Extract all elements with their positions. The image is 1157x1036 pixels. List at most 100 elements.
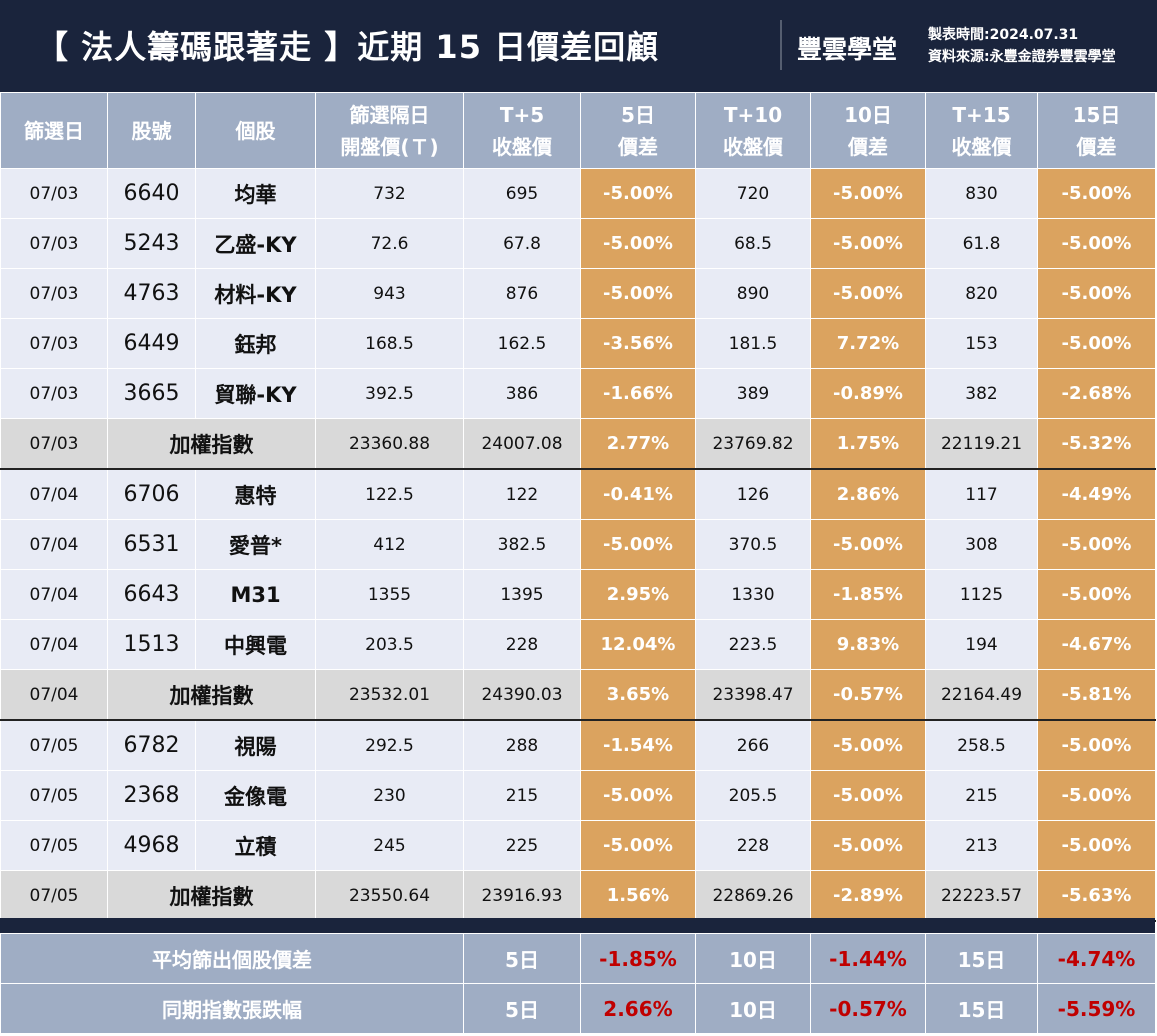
cell: 07/03 — [0, 218, 108, 269]
cell: 695 — [463, 168, 581, 219]
cell: 1.56% — [580, 870, 696, 922]
index-row: 07/04 加權指數 23532.01 24390.03 3.65% 23398.47 -0… — [0, 669, 1156, 721]
cell: 153 — [925, 318, 1038, 369]
column-header: T+10 收盤價 — [695, 92, 811, 169]
cell: 3.65% — [580, 669, 696, 721]
cell: -0.57% — [810, 669, 926, 721]
cell: 1513 — [107, 619, 196, 670]
column-header: 篩選隔日 開盤價(Ｔ) — [315, 92, 464, 169]
column-header: T+5 收盤價 — [463, 92, 581, 169]
cell: 金像電 — [195, 770, 316, 821]
table-row: 07/03 6640 均華 732 695 -5.00% 720 -5.00% 830 -5.00… — [0, 168, 1156, 219]
cell: -5.00% — [1037, 519, 1156, 570]
cell: -5.00% — [810, 519, 926, 570]
cell: 5243 — [107, 218, 196, 269]
cell: 07/03 — [0, 318, 108, 369]
cell: 1355 — [315, 569, 464, 620]
cell: 3665 — [107, 368, 196, 419]
cell: 876 — [463, 268, 581, 319]
cell: -5.32% — [1037, 418, 1156, 470]
summary-cell: -1.44% — [810, 933, 926, 984]
cell: -1.54% — [580, 719, 696, 771]
index-row: 07/05 加權指數 23550.64 23916.93 1.56% 22869.26 -2… — [0, 870, 1156, 922]
cell: 9.83% — [810, 619, 926, 670]
column-header: 15日 價差 — [1037, 92, 1156, 169]
cell: 07/03 — [0, 268, 108, 319]
table-row: 07/05 6782 視陽 292.5 288 -1.54% 266 -5.00% 258.5-… — [0, 719, 1156, 771]
cell: 223.5 — [695, 619, 811, 670]
cell: 228 — [695, 820, 811, 871]
column-header: T+15 收盤價 — [925, 92, 1038, 169]
column-header: 篩選日 — [0, 92, 108, 169]
cell: -4.67% — [1037, 619, 1156, 670]
cell: 203.5 — [315, 619, 464, 670]
cell: 立積 — [195, 820, 316, 871]
index-row: 07/03 加權指數 23360.88 24007.08 2.77% 23769.82 1.… — [0, 418, 1156, 470]
cell: -5.00% — [1037, 218, 1156, 269]
cell: 均華 — [195, 168, 316, 219]
cell: 貿聯-KY — [195, 368, 316, 419]
cell: -5.00% — [580, 770, 696, 821]
cell: 61.8 — [925, 218, 1038, 269]
summary-row: 同期指數張跌幅 5日 2.66% 10日 -0.57% 15日 -5.59% — [0, 983, 1156, 1034]
summary-cell: 10日 — [695, 933, 811, 984]
summary-cell: 平均篩出個股價差 — [0, 933, 464, 984]
cell: -5.81% — [1037, 669, 1156, 721]
cell: 22869.26 — [695, 870, 811, 922]
cell: 視陽 — [195, 719, 316, 771]
cell: 23398.47 — [695, 669, 811, 721]
header-banner: 【 法人籌碼跟著走 】近期 15 日價差回顧 豐雲學堂 製表時間:2024.07… — [0, 0, 1157, 92]
cell: 22164.49 — [925, 669, 1038, 721]
table-row: 07/04 1513 中興電 203.5 228 12.04% 223.5 9.83% 194-… — [0, 619, 1156, 670]
cell: 惠特 — [195, 468, 316, 520]
column-header: 股號 — [107, 92, 196, 169]
divider — [780, 20, 782, 70]
table-row: 07/05 4968 立積 245 225 -5.00% 228 -5.00% 213 -5.00… — [0, 820, 1156, 871]
cell: -2.89% — [810, 870, 926, 922]
cell: 07/05 — [0, 870, 108, 922]
cell: 126 — [695, 468, 811, 520]
cell: -5.00% — [1037, 569, 1156, 620]
page-title: 【 法人籌碼跟著走 】近期 15 日價差回顧 — [36, 28, 660, 66]
meta-info: 製表時間:2024.07.31 資料來源:永豐金證券豐雲學堂 — [928, 24, 1116, 68]
cell: 308 — [925, 519, 1038, 570]
table-row: 07/05 2368 金像電 230 215 -5.00% 205.5 -5.00% 215 -5… — [0, 770, 1156, 821]
summary-cell: 10日 — [695, 983, 811, 1034]
cell: 830 — [925, 168, 1038, 219]
cell: 加權指數 — [107, 418, 316, 470]
cell: 加權指數 — [107, 669, 316, 721]
cell: 215 — [463, 770, 581, 821]
column-header: 5日 價差 — [580, 92, 696, 169]
cell: 24007.08 — [463, 418, 581, 470]
summary-table: 平均篩出個股價差 5日 -1.85% 10日 -1.44% 15日 -4.74% 同期指數張跌… — [0, 933, 1156, 1034]
cell: -5.00% — [580, 218, 696, 269]
cell: 213 — [925, 820, 1038, 871]
cell: 6531 — [107, 519, 196, 570]
cell: 68.5 — [695, 218, 811, 269]
cell: 07/05 — [0, 820, 108, 871]
table-row: 07/03 3665 貿聯-KY 392.5 386 -1.66% 389 -0.89% 382… — [0, 368, 1156, 419]
cell: 168.5 — [315, 318, 464, 369]
cell: 07/04 — [0, 619, 108, 670]
cell: 890 — [695, 268, 811, 319]
cell: 2.95% — [580, 569, 696, 620]
cell: 382.5 — [463, 519, 581, 570]
cell: -5.00% — [810, 820, 926, 871]
cell: 67.8 — [463, 218, 581, 269]
cell: 24390.03 — [463, 669, 581, 721]
cell: -5.00% — [810, 268, 926, 319]
cell: -5.00% — [580, 519, 696, 570]
cell: 162.5 — [463, 318, 581, 369]
cell: 292.5 — [315, 719, 464, 771]
cell: -0.41% — [580, 468, 696, 520]
cell: 389 — [695, 368, 811, 419]
table-row: 07/04 6643 M31 1355 1395 2.95% 1330 -1.85% 1125-… — [0, 569, 1156, 620]
cell: 4968 — [107, 820, 196, 871]
cell: 1125 — [925, 569, 1038, 620]
cell: 中興電 — [195, 619, 316, 670]
summary-cell: 15日 — [925, 933, 1038, 984]
table-row: 07/03 6449 鈺邦 168.5 162.5 -3.56% 181.5 7.72% 153… — [0, 318, 1156, 369]
cell: 117 — [925, 468, 1038, 520]
cell: 943 — [315, 268, 464, 319]
table-row: 07/04 6531 愛普* 412 382.5 -5.00% 370.5 -5.00% 308… — [0, 519, 1156, 570]
